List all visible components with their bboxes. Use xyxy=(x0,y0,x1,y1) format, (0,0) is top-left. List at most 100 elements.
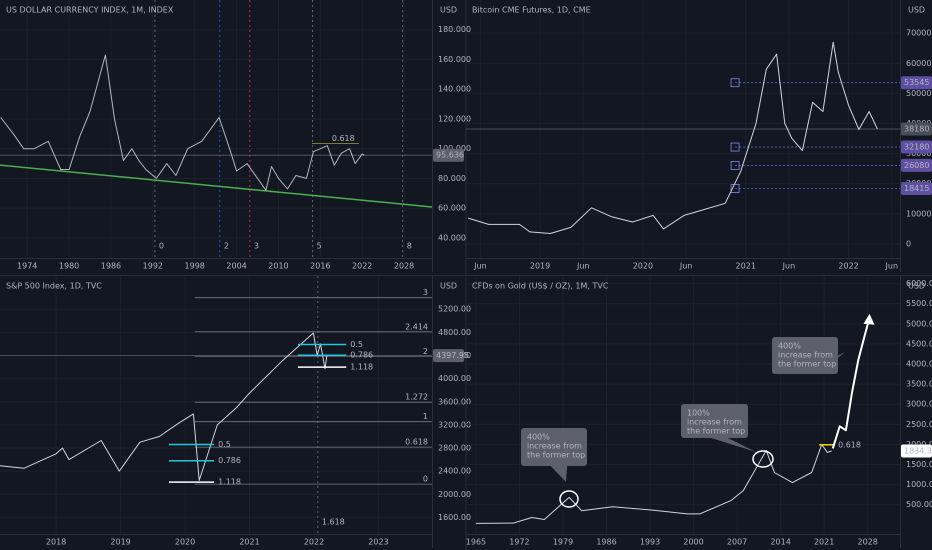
x-tick-label: 1998 xyxy=(185,262,205,271)
y-tick-label: 5200.00 xyxy=(438,305,471,314)
y-tick-label: 2000.00 xyxy=(438,490,471,499)
y-tick-label: 4800.00 xyxy=(438,328,471,337)
price-tag-label: 53545 xyxy=(904,78,929,87)
fib-mark-label: 0.5 xyxy=(350,340,363,349)
callout-text: the former top xyxy=(778,360,836,369)
x-tick-label: 2021 xyxy=(239,538,259,547)
highlight-circle xyxy=(559,490,579,508)
x-tick-label: 2022 xyxy=(838,262,858,271)
fib-level-label: 0.618 xyxy=(405,438,428,447)
price-tag xyxy=(901,140,932,154)
x-tick-label: 2000 xyxy=(683,538,703,547)
x-tick-label: 2018 xyxy=(46,538,66,547)
x-tick-label: Jun xyxy=(679,262,693,271)
price-marker xyxy=(730,184,740,193)
fib-level-label: 1 xyxy=(423,412,428,421)
unit-label: USD xyxy=(440,282,457,291)
price-marker xyxy=(730,78,740,88)
x-tick-label: 2019 xyxy=(110,538,130,547)
x-tick-label: Jun xyxy=(473,262,487,271)
time-mark-label: 3 xyxy=(254,242,259,251)
y-tick-label: 1000.00 xyxy=(906,480,932,489)
unit-label: USD xyxy=(908,282,925,291)
x-tick-label: 1986 xyxy=(596,538,616,547)
price-tag xyxy=(901,76,932,90)
callout-text: 400% xyxy=(527,433,550,442)
y-tick-label: 140.000 xyxy=(438,85,471,94)
callout-text: the former top xyxy=(687,427,745,436)
y-tick-label: 500.00 xyxy=(906,500,932,509)
x-tick-label: 2004 xyxy=(226,262,246,271)
fib-level-label: 2.414 xyxy=(405,322,428,331)
price-tag-label: 26080 xyxy=(904,161,929,170)
y-tick-label: 180.000 xyxy=(438,25,471,34)
chart-title: US DOLLAR CURRENCY INDEX, 1M, INDEX xyxy=(6,6,174,15)
price-tag xyxy=(901,182,932,196)
highlight-circle xyxy=(752,450,774,468)
y-tick-label: 2500.00 xyxy=(906,420,932,429)
x-tick-label: 1972 xyxy=(509,538,529,547)
y-tick-label: 160.000 xyxy=(438,55,471,64)
projection-arrowhead xyxy=(863,313,875,325)
x-tick-label: Jun xyxy=(885,262,899,271)
y-tick-label: 60000 xyxy=(906,59,931,68)
fib-level-label: 0 xyxy=(423,475,428,484)
time-mark-label: 8 xyxy=(407,242,412,251)
x-tick-label: 1974 xyxy=(17,262,37,271)
x-tick-label: 2020 xyxy=(633,262,653,271)
callout-text: the former top xyxy=(527,451,585,460)
x-tick-label: 2023 xyxy=(368,538,388,547)
callout-tail xyxy=(711,438,756,452)
chart-title: S&P 500 Index, 1D, TVC xyxy=(6,282,102,291)
price-marker xyxy=(730,161,740,170)
x-tick-label: 1992 xyxy=(143,262,163,271)
callout-text: 100% xyxy=(687,409,710,418)
price-tag-label: 18415 xyxy=(904,184,929,193)
fib-level-label: 0.618 xyxy=(332,134,355,143)
fib-mark-label: 0.786 xyxy=(350,351,373,360)
y-tick-label: 4000.00 xyxy=(438,374,471,383)
panel: 1600.00 2000.00 2400.00 2800.00 3200.00 3600.… xyxy=(0,276,471,548)
y-tick-label: 30000 xyxy=(906,149,931,158)
x-tick-label: 2019 xyxy=(530,262,550,271)
y-tick-label: 4500.00 xyxy=(906,339,932,348)
y-tick-label: 50000 xyxy=(906,89,931,98)
x-tick-label: 2021 xyxy=(736,262,756,271)
price-line-series xyxy=(467,41,878,234)
x-tick-label: 2007 xyxy=(727,538,747,547)
price-tag-label: 4397.95 xyxy=(436,351,469,360)
x-tick-label: Jun xyxy=(782,262,796,271)
y-tick-label: 1500.00 xyxy=(906,460,932,469)
callout-box xyxy=(521,428,587,466)
x-tick-label: 1965 xyxy=(466,538,486,547)
y-tick-label: 3600.00 xyxy=(438,397,471,406)
fib-level-label: 1.272 xyxy=(405,393,428,402)
callout-text: 400% xyxy=(778,342,801,351)
callout-text: increase from xyxy=(527,442,582,451)
y-tick-label: 0 xyxy=(906,239,911,248)
callout-box xyxy=(681,404,748,438)
price-line-series xyxy=(0,54,365,191)
fib-mark-label: 1.118 xyxy=(218,478,241,487)
y-tick-label: 2000.00 xyxy=(906,440,932,449)
price-tag xyxy=(901,444,932,458)
price-tag-label: 38180 xyxy=(904,124,929,133)
x-tick-label: 1980 xyxy=(59,262,79,271)
price-line-series xyxy=(475,443,832,524)
price-line-series xyxy=(0,332,328,481)
price-tag-label: 32180 xyxy=(904,143,929,152)
fib-level-label: 2 xyxy=(423,347,428,356)
unit-label: USD xyxy=(440,6,457,15)
x-tick-label: 1993 xyxy=(640,538,660,547)
x-tick-label: 2020 xyxy=(175,538,195,547)
trendline xyxy=(0,164,432,208)
plot xyxy=(466,0,900,258)
time-mark-label: 5 xyxy=(317,242,322,251)
y-tick-label: 80.000 xyxy=(438,174,466,183)
y-tick-label: 4000.00 xyxy=(906,360,932,369)
x-tick-label: 2010 xyxy=(268,262,288,271)
x-tick-label: 2028 xyxy=(394,262,414,271)
price-tag xyxy=(433,349,464,363)
price-tag xyxy=(901,122,932,136)
